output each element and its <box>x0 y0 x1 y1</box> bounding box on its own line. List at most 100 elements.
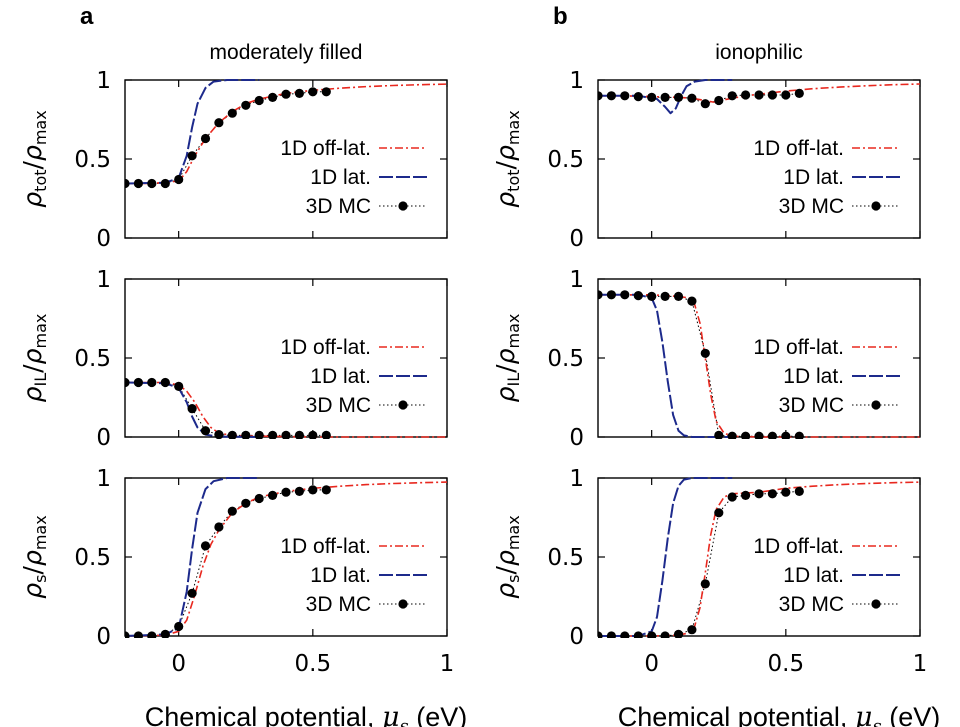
x-tick-label: 0 <box>644 651 659 677</box>
x-tick-label: 1 <box>440 651 455 677</box>
mc-point <box>308 485 318 495</box>
panels: 0 0.5 1 ρtot/ρmax 1D off-lat. 1D lat. 3D MC 0 0.… <box>18 68 940 727</box>
y-tick-label: 1 <box>96 267 111 293</box>
panel-b-s: 0 0.5 1 0 0.5 1 ρs/ρmax 1D off-lat. 1D lat. 3D MC… <box>491 466 940 727</box>
y-axis-label: ρIL/ρmax <box>18 314 50 403</box>
mc-point <box>281 89 291 99</box>
legend-1d-lattice-label: 1D lat. <box>310 365 371 388</box>
y-tick-label: 0 <box>96 226 111 252</box>
panel-b-il: 0 0.5 1 ρIL/ρmax 1D off-lat. 1D lat. 3D MC <box>491 267 921 451</box>
y-tick-label: 1 <box>96 68 111 94</box>
legend-3d-mc-marker <box>398 400 408 410</box>
legend-1d-off-lattice-label: 1D off-lat. <box>753 535 844 558</box>
y-axis-label: ρs/ρmax <box>18 515 50 598</box>
mc-point <box>633 631 643 638</box>
series-1d-off-lattice <box>598 83 920 103</box>
legend: 1D off-lat. 1D lat. 3D MC <box>280 336 427 417</box>
mc-point <box>174 381 184 391</box>
legend: 1D off-lat. 1D lat. 3D MC <box>753 336 900 417</box>
panel-letter-a: a <box>80 3 94 30</box>
mc-point <box>687 625 697 635</box>
mc-point <box>214 430 224 439</box>
plot-area <box>598 79 920 115</box>
mc-point <box>200 133 211 144</box>
mc-point <box>147 178 157 189</box>
mc-point <box>714 430 724 439</box>
legend: 1D off-lat. 1D lat. 3D MC <box>753 137 900 218</box>
legend-3d-mc-label: 3D MC <box>306 394 371 417</box>
panel-b-tot: 0 0.5 1 ρtot/ρmax 1D off-lat. 1D lat. 3D MC <box>491 68 921 252</box>
mc-point <box>187 404 197 414</box>
series-1d-lattice <box>125 381 260 438</box>
mc-point <box>700 348 710 358</box>
mc-point <box>268 92 278 102</box>
mc-point <box>187 151 197 161</box>
mc-point <box>633 92 643 102</box>
y-tick-label: 0.5 <box>547 545 584 571</box>
mc-point <box>620 631 630 638</box>
plot-area <box>125 79 447 189</box>
mc-point <box>214 522 224 532</box>
mc-point <box>647 291 657 301</box>
mc-point <box>714 508 724 518</box>
legend-3d-mc-label: 3D MC <box>306 195 371 218</box>
mc-point <box>767 90 778 100</box>
series-1d-off-lattice <box>125 481 447 637</box>
mc-point <box>268 490 278 500</box>
series-mc-connector <box>125 382 327 436</box>
panel-a-s: 0 0.5 1 0 0.5 1 ρs/ρmax 1D off-lat. 1D lat. 3D MC… <box>18 466 467 727</box>
mc-point <box>687 93 697 103</box>
mc-point <box>754 90 764 100</box>
legend-1d-lattice-label: 1D lat. <box>783 564 844 587</box>
mc-point <box>767 431 777 439</box>
legend-1d-lattice-label: 1D lat. <box>783 166 844 189</box>
legend-3d-mc-label: 3D MC <box>306 593 371 616</box>
x-axis-label: Chemical potential, μs (eV) <box>145 702 467 727</box>
mc-point <box>254 430 264 439</box>
mc-point <box>673 291 684 301</box>
mc-point <box>647 92 657 102</box>
mc-point <box>241 498 251 508</box>
mc-point <box>160 629 170 638</box>
mc-point <box>308 87 318 97</box>
plot-area <box>125 477 447 638</box>
mc-point <box>321 87 331 97</box>
y-tick-label: 1 <box>569 466 584 492</box>
legend-3d-mc-marker <box>871 400 881 410</box>
mc-point <box>741 90 751 100</box>
panel-letter-b: b <box>553 3 568 30</box>
x-axis-label: Chemical potential, μs (eV) <box>618 702 940 727</box>
mc-point <box>673 92 684 102</box>
mc-point <box>214 118 224 128</box>
legend-1d-lattice-label: 1D lat. <box>310 166 371 189</box>
mc-point <box>606 91 617 101</box>
legend-1d-lattice-label: 1D lat. <box>310 564 371 587</box>
series-1d-lattice <box>125 477 260 637</box>
mc-point <box>660 291 670 301</box>
mc-point <box>741 490 751 500</box>
y-axis-label: ρIL/ρmax <box>491 314 523 403</box>
legend-3d-mc-label: 3D MC <box>779 394 844 417</box>
mc-point <box>160 178 170 189</box>
column-title-a: moderately filled <box>210 41 363 64</box>
legend: 1D off-lat. 1D lat. 3D MC <box>280 137 427 218</box>
mc-point <box>147 631 157 638</box>
mc-point <box>700 579 710 589</box>
y-tick-label: 0.5 <box>74 346 111 372</box>
series-1d-lattice <box>125 79 260 185</box>
mc-point <box>754 489 764 499</box>
mc-point <box>754 431 764 439</box>
y-tick-label: 1 <box>569 267 584 293</box>
mc-point <box>620 290 630 300</box>
mc-point <box>794 431 804 439</box>
column-title-b: ionophilic <box>715 41 803 64</box>
mc-point <box>125 631 130 638</box>
y-tick-label: 0 <box>96 425 111 451</box>
legend: 1D off-lat. 1D lat. 3D MC <box>280 535 427 616</box>
mc-point <box>281 487 291 497</box>
mc-point <box>727 431 737 439</box>
legend-3d-mc-label: 3D MC <box>779 195 844 218</box>
x-tick-label: 0.5 <box>768 651 805 677</box>
mc-point <box>125 178 130 189</box>
